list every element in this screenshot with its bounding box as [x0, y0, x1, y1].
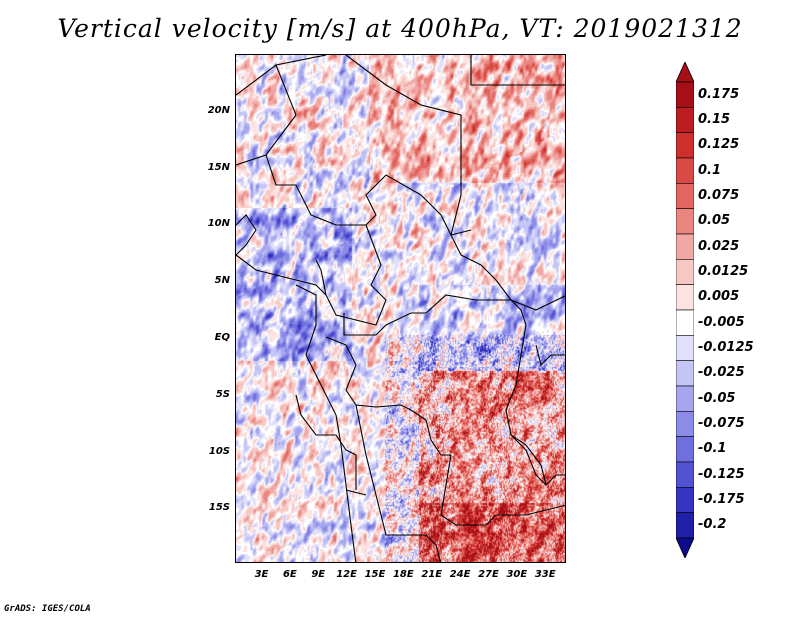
colorbar-label: -0.1 [698, 441, 727, 457]
border-line [345, 55, 462, 236]
lat-tick-label: 10S [208, 445, 230, 457]
colorbar-bottom-arrow [676, 537, 694, 558]
lat-tick-label: EQ [214, 332, 230, 344]
lon-tick-label: 15E [364, 569, 386, 580]
colorbar-label: 0.005 [698, 289, 740, 305]
colorbar-swatch [676, 157, 694, 184]
colorbar [676, 62, 694, 558]
colorbar-swatch [676, 132, 694, 159]
lat-tick-label: 15N [207, 161, 230, 173]
colorbar-swatch [676, 183, 694, 209]
colorbar-label: -0.2 [698, 517, 727, 533]
border-line [535, 344, 565, 367]
lon-tick-label: 24E [449, 569, 471, 580]
border-line [325, 336, 451, 456]
border-line [440, 454, 565, 526]
lon-tick-label: 30E [506, 569, 528, 580]
border-line [315, 224, 387, 326]
country-borders [236, 55, 565, 562]
colorbar-swatch [676, 208, 694, 235]
border-line [450, 234, 565, 311]
colorbar-label: -0.0125 [698, 340, 754, 355]
colorbar-swatch [676, 309, 694, 336]
border-line [470, 55, 565, 86]
lat-tick-label: 15S [208, 502, 230, 514]
colorbar-label: 0.175 [698, 86, 740, 102]
colorbar-swatch [676, 360, 694, 387]
lon-tick-label: 3E [254, 569, 269, 580]
lat-tick-label: 20N [207, 104, 230, 116]
border-line [345, 489, 367, 496]
lat-tick-label: 5S [215, 388, 230, 400]
colorbar-swatch [676, 107, 694, 133]
colorbar-label: -0.125 [698, 466, 745, 482]
colorbar-swatch [676, 487, 694, 513]
lon-tick-label: 6E [282, 569, 297, 580]
border-line [505, 324, 547, 486]
colorbar-swatch [676, 233, 694, 260]
colorbar-label: 0.05 [698, 213, 731, 229]
colorbar-swatch [676, 411, 694, 437]
colorbar-label: 0.1 [698, 162, 722, 178]
border-line [295, 284, 357, 562]
colorbar-swatch [676, 385, 694, 412]
colorbar-label: 0.15 [698, 112, 731, 127]
vertical-velocity-field [236, 55, 565, 562]
colorbar-label: -0.005 [698, 314, 745, 330]
lon-tick-label: 9E [311, 569, 326, 580]
border-line [236, 214, 257, 256]
colorbar-label: 0.075 [698, 188, 740, 203]
colorbar-label: 0.025 [698, 238, 740, 254]
lon-tick-label: 18E [392, 569, 414, 580]
border-line [236, 55, 327, 96]
colorbar-swatch [676, 461, 694, 488]
colorbar-swatch [676, 81, 694, 108]
colorbar-top-arrow [676, 62, 694, 83]
border-line [236, 254, 327, 296]
map-panel [235, 54, 566, 563]
colorbar-swatch [676, 436, 694, 463]
colorbar-label: 0.0125 [698, 264, 749, 279]
border-line [355, 404, 442, 562]
colorbar-label: 0.125 [698, 137, 740, 153]
border-line [295, 394, 357, 490]
border-line [343, 312, 426, 336]
colorbar-label: -0.025 [698, 365, 745, 381]
border-line [510, 434, 565, 486]
border-line [365, 174, 472, 236]
colorbar-label: -0.175 [698, 492, 745, 507]
credit-label: GrADS: IGES/COLA [4, 604, 91, 614]
border-line [425, 294, 527, 326]
colorbar-swatch [676, 335, 694, 361]
colorbar-swatch [676, 512, 694, 539]
colorbar-label: -0.05 [698, 390, 736, 406]
border-line [265, 154, 366, 226]
border-line [236, 64, 297, 166]
lon-tick-label: 12E [336, 569, 357, 580]
lon-tick-label: 21E [421, 569, 443, 580]
chart-title: Vertical velocity [m/s] at 400hPa, VT: 2… [57, 14, 743, 43]
lat-tick-label: 10N [207, 218, 230, 230]
colorbar-swatch [676, 259, 694, 285]
colorbar-label: -0.075 [698, 416, 745, 431]
lat-tick-label: 5N [214, 275, 230, 287]
lon-tick-label: 33E [534, 569, 556, 580]
lon-tick-label: 27E [478, 569, 499, 580]
colorbar-swatch [676, 284, 694, 311]
